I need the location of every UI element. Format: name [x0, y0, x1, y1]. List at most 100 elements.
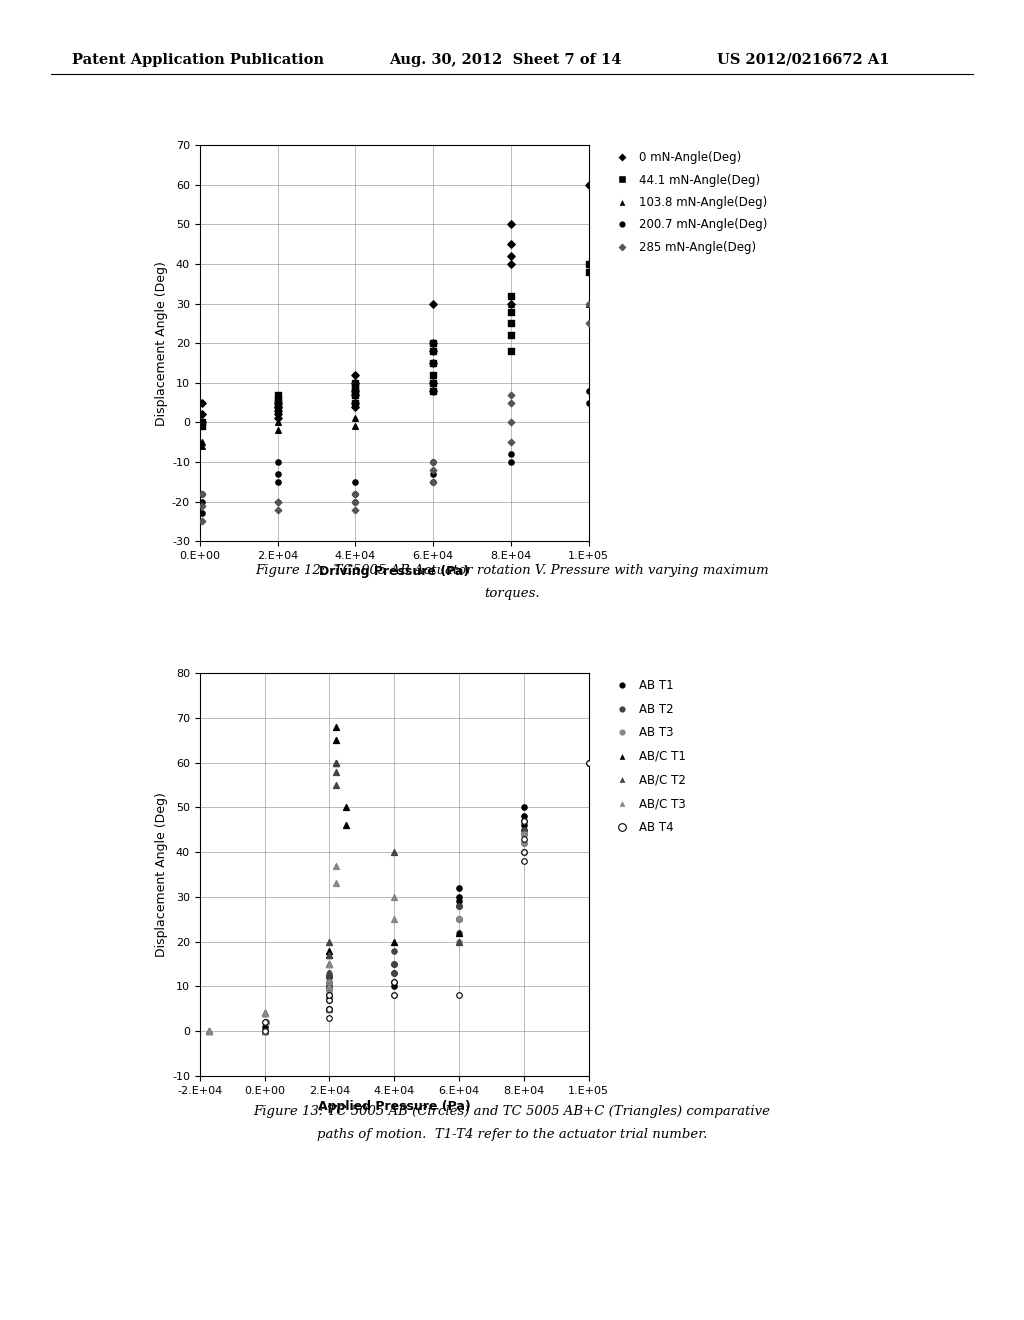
Point	[256, 1011, 272, 1032]
Point	[503, 412, 519, 433]
Point	[516, 820, 532, 841]
Point	[386, 975, 402, 997]
Point	[516, 833, 532, 854]
Point	[425, 451, 441, 473]
Point	[386, 962, 402, 983]
Point	[328, 717, 344, 738]
Point	[269, 471, 286, 492]
Point	[516, 797, 532, 818]
Point	[328, 775, 344, 796]
Point	[322, 985, 338, 1006]
Point	[503, 451, 519, 473]
Point	[194, 491, 210, 512]
Point	[194, 412, 210, 433]
Point	[194, 392, 210, 413]
Point	[194, 404, 210, 425]
X-axis label: Driving Pressure (Pa): Driving Pressure (Pa)	[319, 565, 469, 578]
Point	[347, 380, 364, 401]
Point	[269, 420, 286, 441]
Point	[322, 998, 338, 1019]
Point	[451, 908, 467, 929]
Point	[269, 384, 286, 405]
Point	[516, 805, 532, 826]
Point	[202, 1020, 218, 1041]
Point	[202, 1020, 218, 1041]
Point	[425, 451, 441, 473]
Point	[347, 392, 364, 413]
Point	[256, 1020, 272, 1041]
Point	[258, 1011, 274, 1032]
Point	[516, 842, 532, 863]
Point	[338, 797, 354, 818]
Point	[322, 945, 338, 966]
Point	[347, 364, 364, 385]
Point	[425, 333, 441, 354]
Point	[322, 989, 338, 1010]
Point	[269, 392, 286, 413]
Point	[347, 376, 364, 397]
Point	[322, 953, 338, 974]
Point	[347, 392, 364, 413]
Point	[269, 396, 286, 417]
Point	[516, 814, 532, 836]
Text: Aug. 30, 2012  Sheet 7 of 14: Aug. 30, 2012 Sheet 7 of 14	[389, 53, 622, 67]
Text: torques.: torques.	[484, 586, 540, 599]
Point	[425, 293, 441, 314]
Point	[516, 824, 532, 845]
Point	[516, 820, 532, 841]
Point	[347, 499, 364, 520]
Point	[322, 940, 338, 961]
Point	[322, 962, 338, 983]
Point	[194, 483, 210, 504]
Point	[322, 962, 338, 983]
Point	[516, 842, 532, 863]
Point	[194, 495, 210, 516]
Point	[322, 953, 338, 974]
Point	[503, 301, 519, 322]
Legend: AB T1, AB T2, AB T3, AB/C T1, AB/C T2, AB/C T3, AB T4: AB T1, AB T2, AB T3, AB/C T1, AB/C T2, A…	[610, 678, 685, 834]
Point	[581, 752, 597, 774]
Point	[322, 989, 338, 1010]
Point	[347, 384, 364, 405]
Point	[425, 459, 441, 480]
Point	[451, 923, 467, 944]
Point	[425, 352, 441, 374]
Point	[322, 975, 338, 997]
Point	[451, 985, 467, 1006]
Point	[269, 463, 286, 484]
Point	[386, 908, 402, 929]
Point	[425, 352, 441, 374]
Point	[451, 886, 467, 907]
Point	[194, 483, 210, 504]
Point	[503, 293, 519, 314]
Point	[322, 975, 338, 997]
Point	[194, 432, 210, 453]
Point	[256, 1003, 272, 1024]
Text: paths of motion.  T1-T4 refer to the actuator trial number.: paths of motion. T1-T4 refer to the actu…	[316, 1127, 708, 1140]
Point	[194, 412, 210, 433]
Point	[451, 908, 467, 929]
Point	[256, 1016, 272, 1038]
Text: Figure 12:  TC5005 AB Actuator rotation V. Pressure with varying maximum: Figure 12: TC5005 AB Actuator rotation V…	[255, 564, 769, 577]
Legend: 0 mN-Angle(Deg), 44.1 mN-Angle(Deg), 103.8 mN-Angle(Deg), 200.7 mN-Angle(Deg), 2: 0 mN-Angle(Deg), 44.1 mN-Angle(Deg), 103…	[610, 150, 767, 253]
Point	[322, 1007, 338, 1028]
Point	[347, 491, 364, 512]
Point	[386, 985, 402, 1006]
Point	[503, 313, 519, 334]
Point	[256, 1020, 272, 1041]
Text: US 2012/0216672 A1: US 2012/0216672 A1	[717, 53, 889, 67]
Point	[269, 396, 286, 417]
Point	[347, 471, 364, 492]
Point	[516, 824, 532, 845]
Point	[347, 380, 364, 401]
Point	[347, 483, 364, 504]
Point	[322, 998, 338, 1019]
Point	[258, 1011, 274, 1032]
Point	[269, 392, 286, 413]
Point	[503, 444, 519, 465]
Point	[328, 873, 344, 894]
Point	[256, 1020, 272, 1041]
Point	[328, 752, 344, 774]
Text: Patent Application Publication: Patent Application Publication	[72, 53, 324, 67]
Point	[581, 293, 597, 314]
